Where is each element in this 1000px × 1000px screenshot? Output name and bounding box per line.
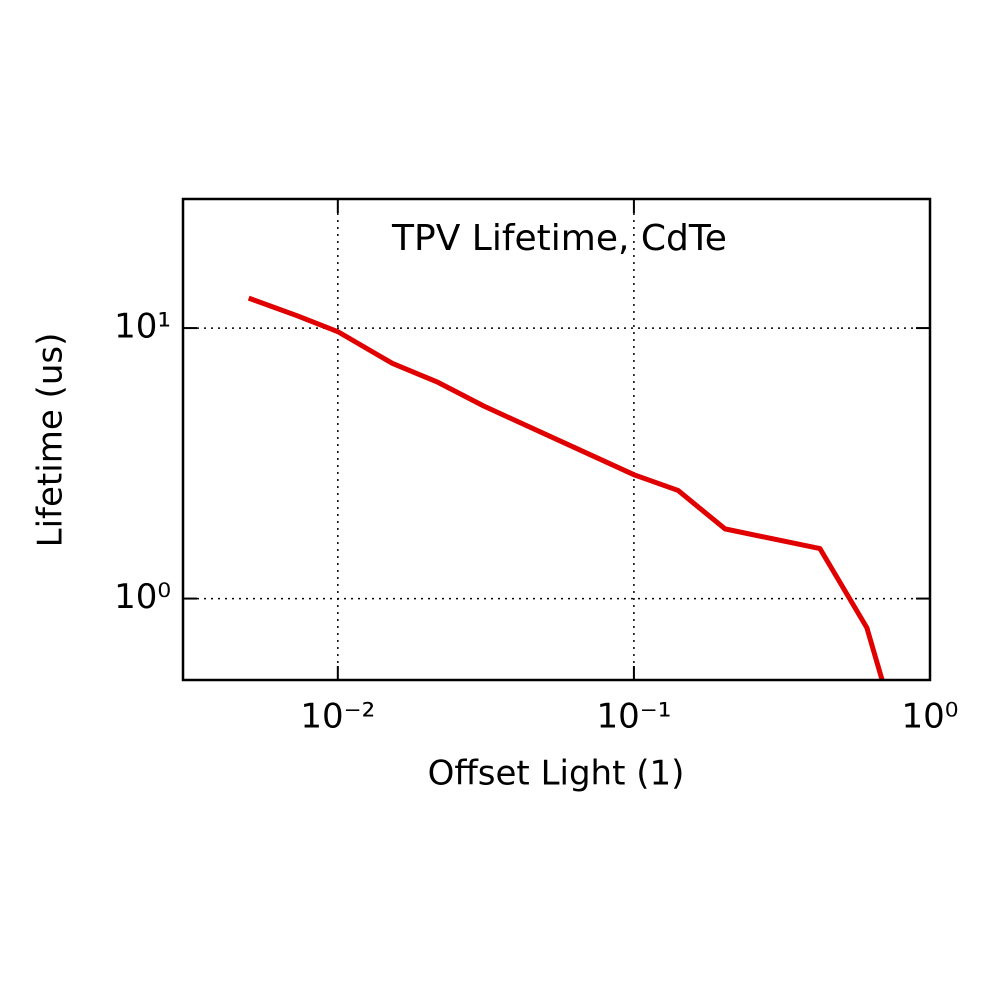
y-tick-label: 10⁰ bbox=[114, 577, 171, 617]
chart-title: TPV Lifetime, CdTe bbox=[391, 218, 727, 259]
data-line bbox=[247, 295, 885, 680]
x-axis-label: Offset Light (1) bbox=[428, 754, 685, 794]
x-tick-label: 10⁻¹ bbox=[596, 697, 671, 737]
y-axis-label: Lifetime (us) bbox=[31, 333, 71, 548]
plot-frame bbox=[181, 197, 932, 682]
x-tick-label: 10⁻² bbox=[300, 697, 375, 737]
y-tick-label: 10¹ bbox=[114, 307, 171, 347]
x-tick-label: 10⁰ bbox=[902, 697, 959, 737]
